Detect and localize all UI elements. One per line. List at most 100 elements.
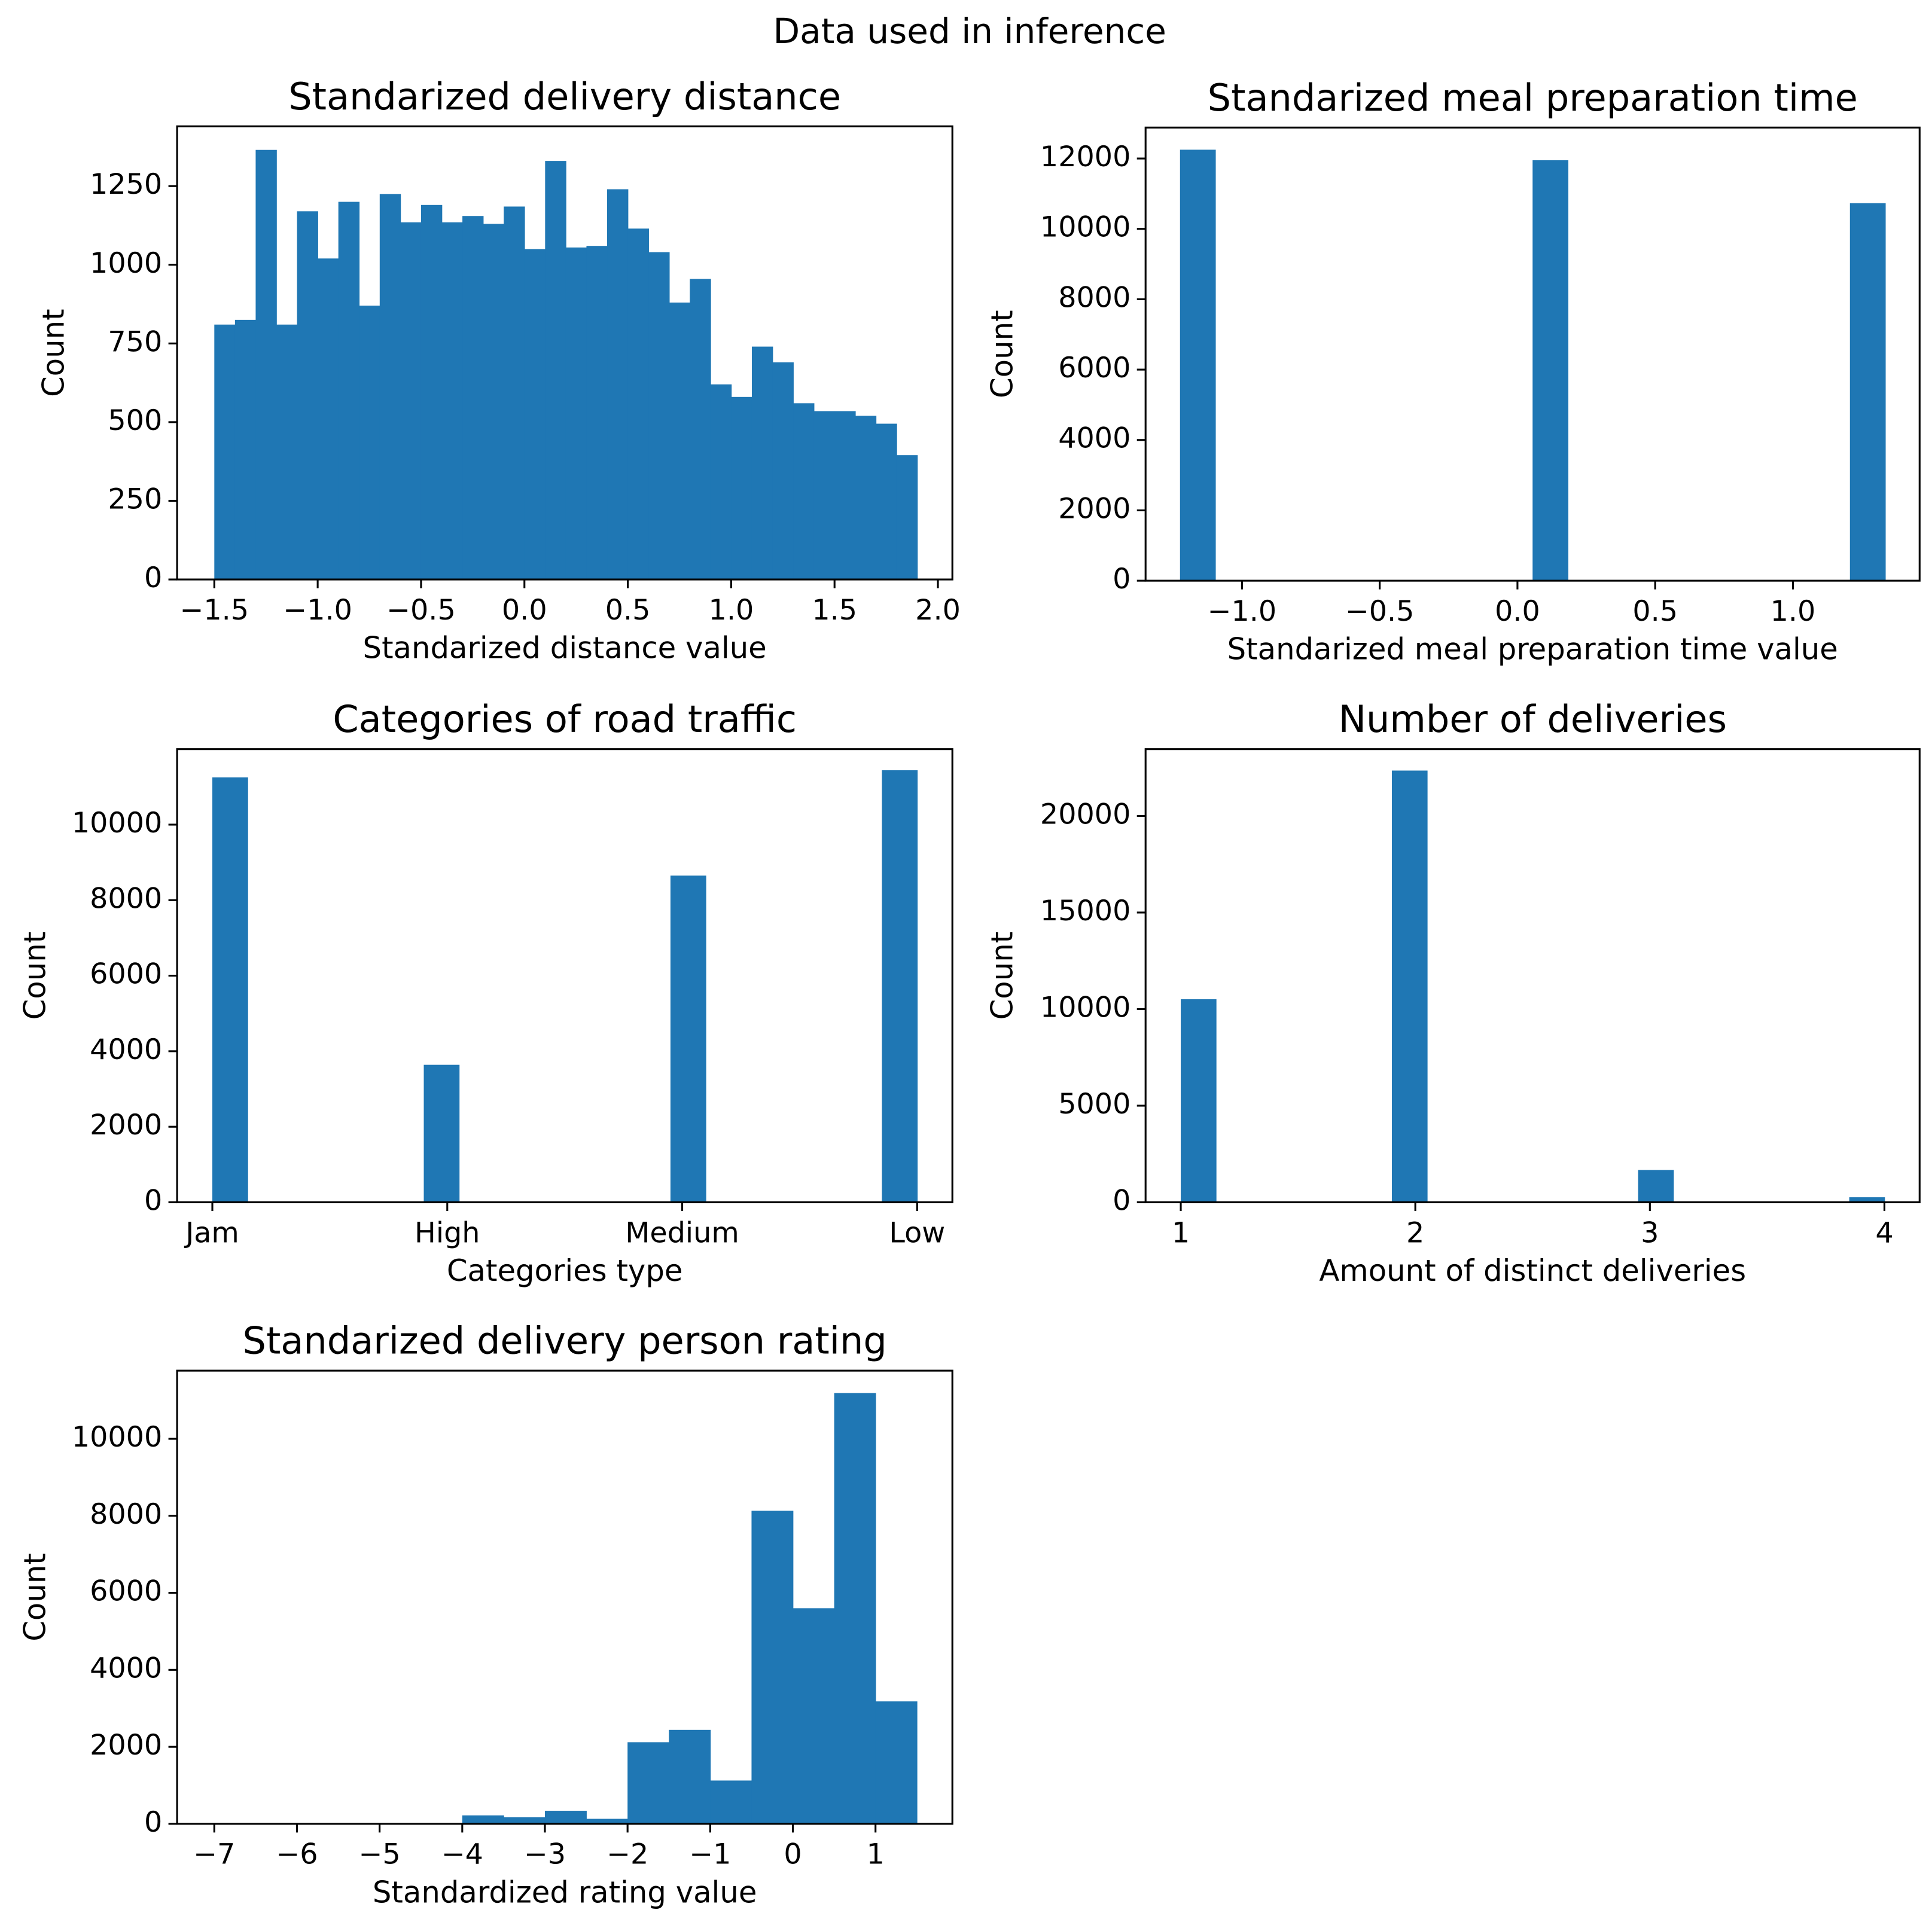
bar bbox=[882, 770, 918, 1203]
chart-title: Number of deliveries bbox=[1339, 697, 1727, 741]
bar bbox=[400, 222, 422, 580]
x-tick-label: 0.0 bbox=[502, 594, 547, 627]
x-tick-label: Low bbox=[889, 1216, 945, 1249]
bar bbox=[1638, 1170, 1674, 1203]
y-axis-label: Count bbox=[985, 932, 1020, 1020]
y-tick-label: 2000 bbox=[1058, 492, 1130, 525]
x-tick-label: −7 bbox=[193, 1838, 235, 1871]
axes-frame bbox=[176, 748, 953, 1204]
bar bbox=[793, 1608, 835, 1824]
x-tick-label: 0 bbox=[784, 1838, 802, 1871]
bar bbox=[423, 1064, 460, 1203]
bar bbox=[276, 324, 298, 580]
x-tick-label: −0.5 bbox=[386, 594, 456, 627]
x-tick-label: 3 bbox=[1641, 1216, 1659, 1249]
bar bbox=[504, 206, 525, 580]
bar bbox=[648, 252, 670, 580]
y-tick-label: 10000 bbox=[1040, 211, 1130, 244]
y-tick-label: 12000 bbox=[1040, 141, 1130, 173]
axes-frame bbox=[176, 1369, 953, 1825]
x-axis-label: Standarized distance value bbox=[363, 631, 767, 666]
x-tick-label: −1 bbox=[689, 1838, 731, 1871]
bar bbox=[214, 324, 236, 580]
x-tick-label: Jam bbox=[184, 1216, 239, 1249]
x-axis-label: Categories type bbox=[447, 1253, 683, 1288]
y-axis-label: Count bbox=[985, 310, 1020, 398]
bar bbox=[462, 1815, 504, 1824]
bar bbox=[255, 149, 277, 580]
x-tick-label: 1.0 bbox=[709, 594, 754, 627]
y-tick-label: 750 bbox=[108, 325, 162, 358]
bar bbox=[359, 306, 380, 580]
x-tick-label: −1.0 bbox=[283, 594, 352, 627]
y-tick-label: 0 bbox=[1113, 563, 1130, 596]
y-tick-label: 8000 bbox=[90, 882, 162, 915]
axes-frame bbox=[1144, 748, 1921, 1204]
y-tick-label: 4000 bbox=[90, 1033, 162, 1066]
x-tick-label: −5 bbox=[359, 1838, 401, 1871]
x-tick-label: High bbox=[415, 1216, 480, 1249]
bar bbox=[379, 194, 401, 580]
y-tick-label: 6000 bbox=[90, 958, 162, 991]
y-tick-label: 15000 bbox=[1040, 895, 1130, 927]
bar bbox=[441, 222, 463, 580]
bar bbox=[813, 411, 836, 580]
bar bbox=[834, 411, 856, 580]
y-axis-label: Count bbox=[18, 932, 53, 1020]
bar bbox=[670, 875, 706, 1203]
y-axis-label: Count bbox=[18, 1553, 53, 1642]
bar bbox=[462, 216, 484, 580]
y-tick-label: 8000 bbox=[90, 1498, 162, 1531]
bar bbox=[420, 205, 443, 580]
y-tick-label: 5000 bbox=[1058, 1088, 1130, 1121]
axes-frame bbox=[176, 125, 953, 581]
y-tick-label: 2000 bbox=[90, 1729, 162, 1762]
bar bbox=[1391, 770, 1428, 1203]
bar bbox=[1849, 1197, 1885, 1203]
x-tick-label: −1.5 bbox=[179, 594, 249, 627]
x-axis-label: Standardized rating value bbox=[373, 1875, 757, 1909]
y-tick-label: 4000 bbox=[1058, 422, 1130, 455]
chart-title: Categories of road traffic bbox=[333, 697, 797, 741]
bar bbox=[627, 228, 649, 580]
x-tick-label: 2 bbox=[1406, 1216, 1424, 1249]
y-tick-label: 2000 bbox=[90, 1109, 162, 1142]
x-tick-label: −1.0 bbox=[1208, 595, 1277, 628]
bar bbox=[1849, 203, 1886, 581]
y-tick-label: 10000 bbox=[72, 1421, 162, 1454]
x-tick-label: −0.5 bbox=[1345, 595, 1415, 628]
y-axis-label: Count bbox=[36, 309, 71, 397]
y-tick-label: 250 bbox=[108, 483, 162, 515]
bar bbox=[1532, 160, 1569, 581]
y-tick-label: 10000 bbox=[1040, 991, 1130, 1024]
y-tick-label: 8000 bbox=[1058, 281, 1130, 314]
bar bbox=[690, 279, 711, 580]
x-tick-label: 2.0 bbox=[915, 594, 961, 627]
bar bbox=[875, 1701, 918, 1824]
bar bbox=[338, 202, 360, 580]
y-tick-label: 0 bbox=[144, 1184, 162, 1217]
x-tick-label: −3 bbox=[524, 1838, 566, 1871]
bar bbox=[607, 189, 629, 580]
x-tick-label: 4 bbox=[1875, 1216, 1893, 1249]
chart-title: Standarized meal preparation time bbox=[1208, 76, 1858, 120]
axes-frame bbox=[1144, 126, 1921, 582]
bar bbox=[297, 211, 318, 580]
bar bbox=[669, 1729, 711, 1824]
x-axis-label: Standarized meal preparation time value bbox=[1227, 632, 1838, 667]
y-tick-label: 6000 bbox=[1058, 352, 1130, 385]
bar bbox=[565, 247, 587, 580]
y-tick-label: 0 bbox=[144, 562, 162, 594]
y-tick-label: 1000 bbox=[90, 247, 162, 280]
x-tick-label: −4 bbox=[441, 1838, 483, 1871]
x-axis-label: Amount of distinct deliveries bbox=[1319, 1253, 1746, 1288]
y-tick-label: 500 bbox=[108, 404, 162, 437]
chart-title: Standarized delivery person rating bbox=[243, 1319, 887, 1363]
x-tick-label: 0.5 bbox=[1632, 595, 1678, 628]
bar bbox=[483, 224, 505, 580]
bar bbox=[234, 319, 257, 580]
x-tick-label: 1.0 bbox=[1771, 595, 1816, 628]
bar bbox=[793, 403, 815, 580]
